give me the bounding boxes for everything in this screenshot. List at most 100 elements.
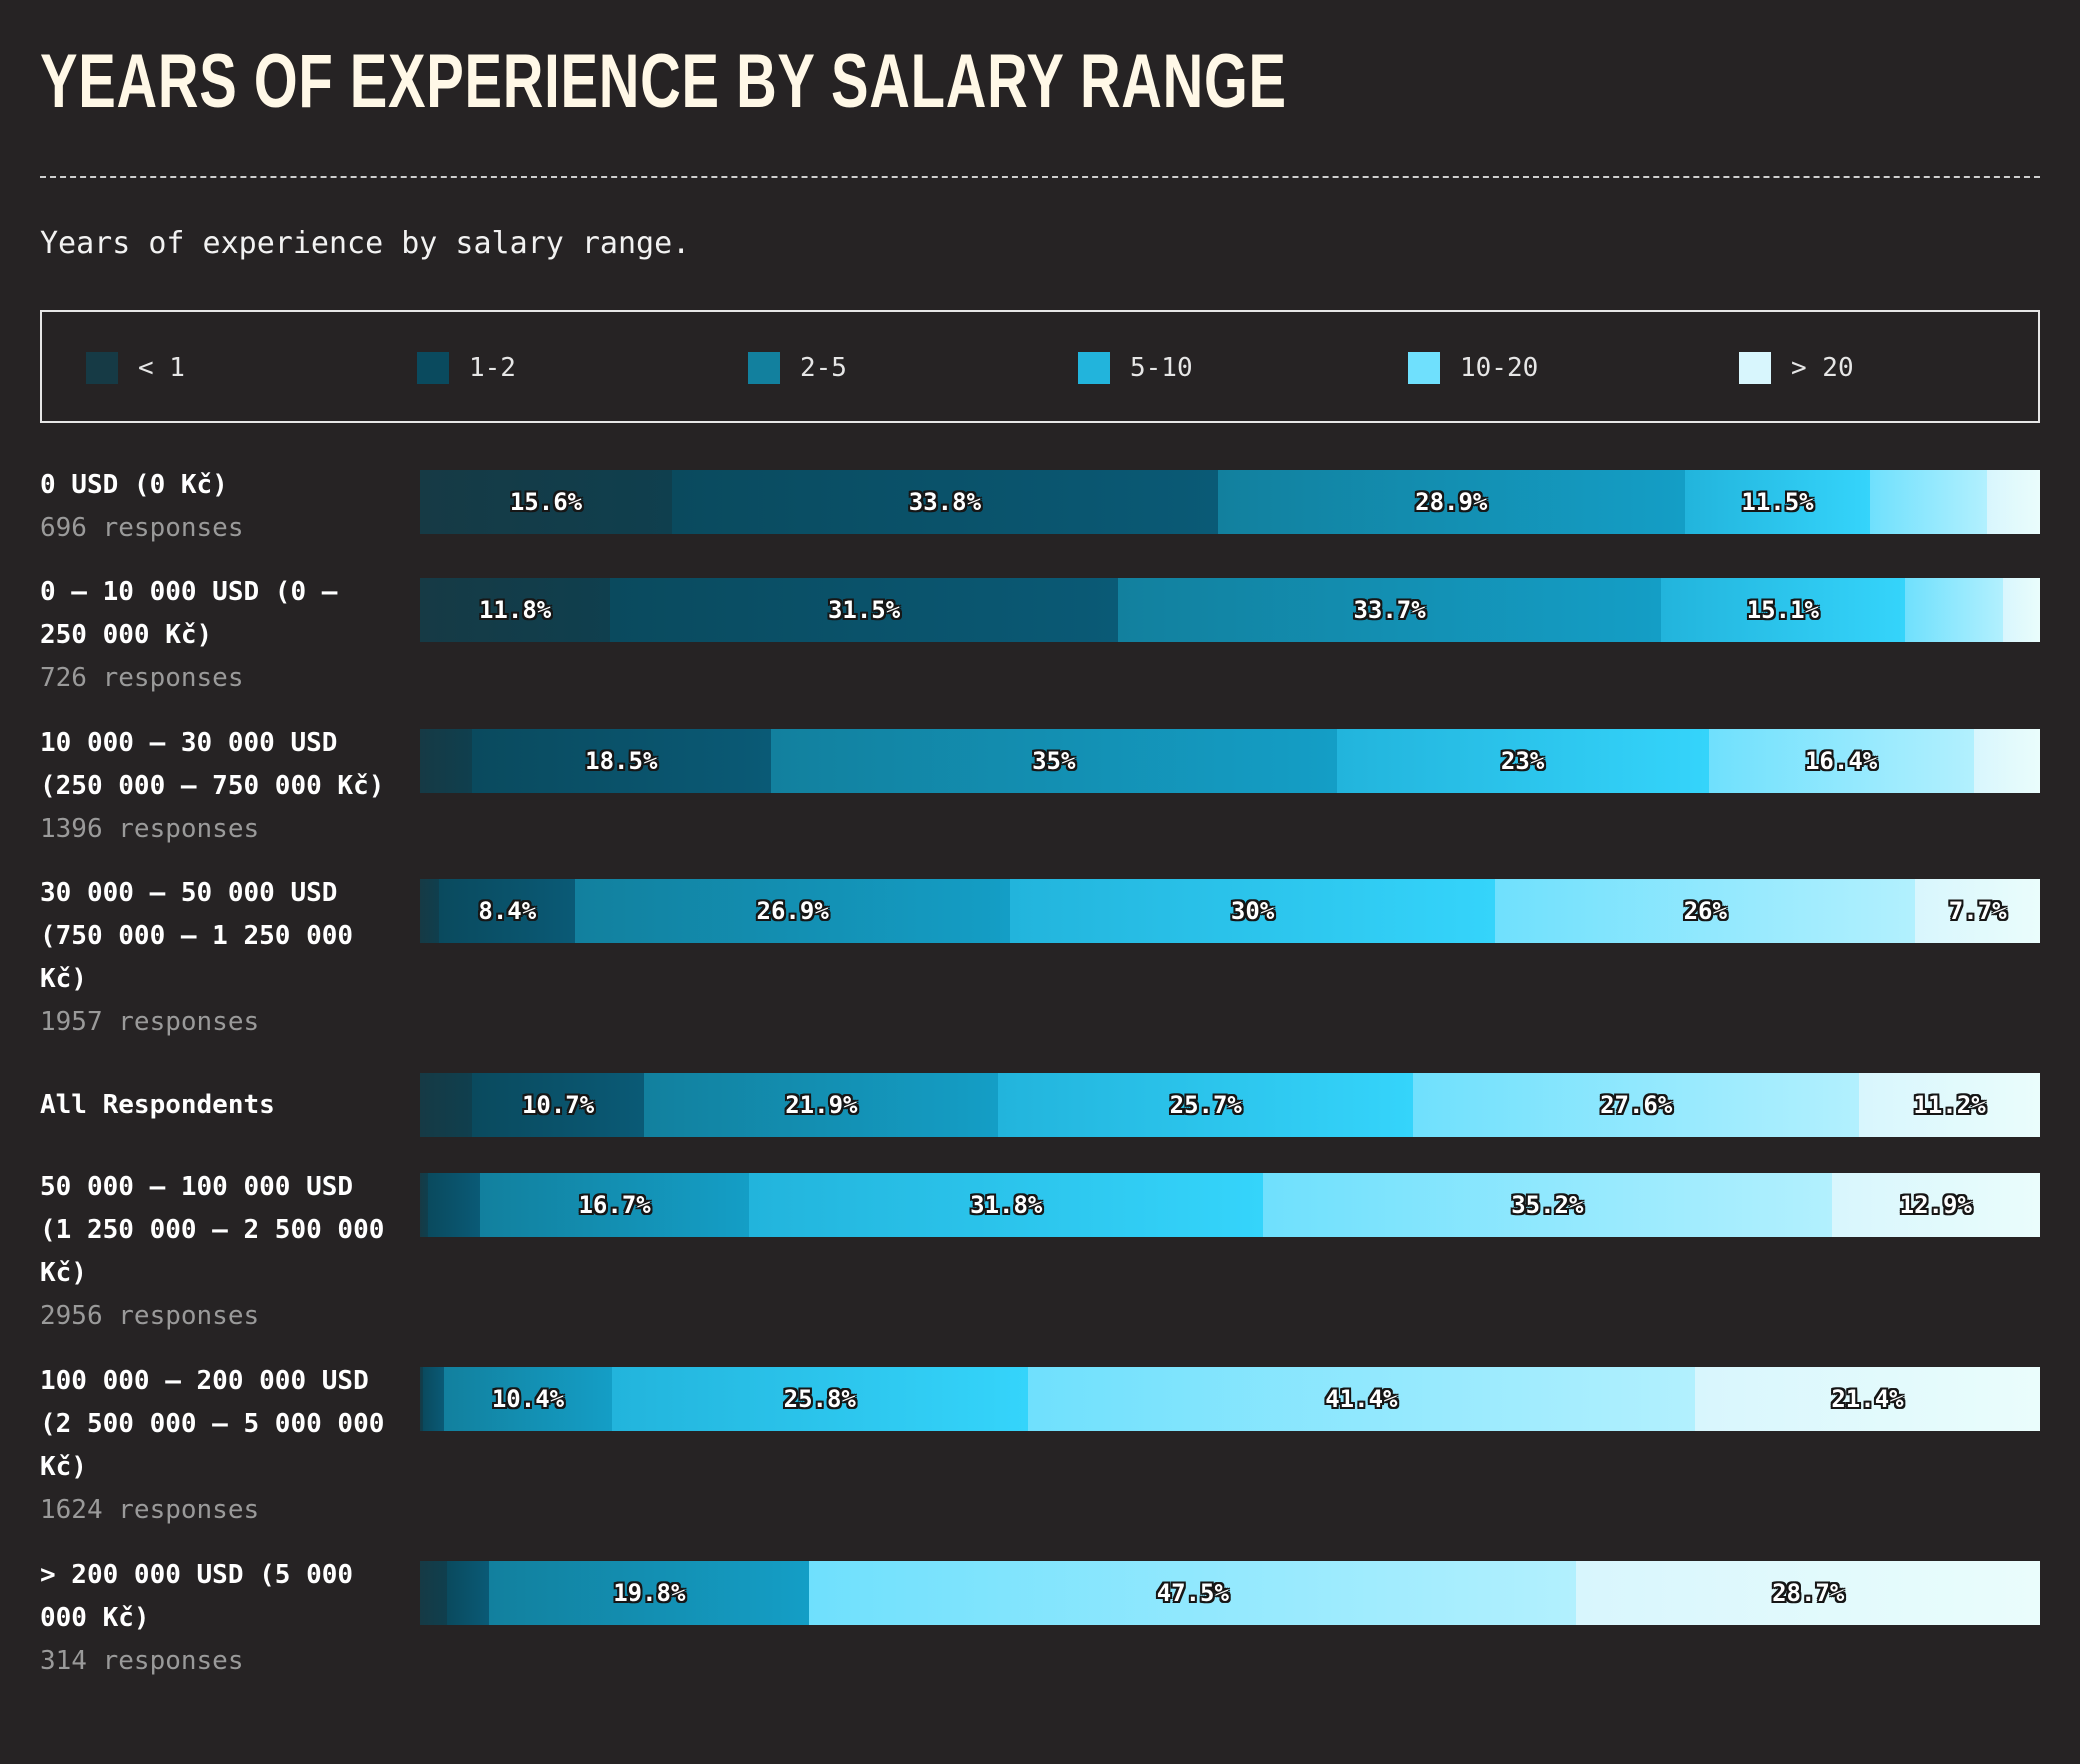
bar-segment-gt20[interactable]: 7.7%: [1915, 879, 2040, 943]
row-responses: 1624 responses: [40, 1495, 260, 1525]
bar-segment-lt1[interactable]: 15.6%: [420, 470, 672, 534]
legend-item-gt20[interactable]: > 20: [1739, 352, 1854, 384]
bar-segment-2-5[interactable]: 26.9%: [575, 879, 1011, 943]
bar-segment-1-2[interactable]: 8.4%: [439, 879, 576, 943]
data-label: 18.5%: [585, 747, 658, 775]
data-label: 10.7%: [521, 1091, 595, 1119]
bar-segment-5-10[interactable]: 23%: [1336, 729, 1709, 793]
data-label: 31.5%: [827, 596, 901, 624]
bar-segment-2-5[interactable]: 35%: [770, 729, 1337, 793]
data-label: 28.9%: [1415, 488, 1488, 516]
bar-segment-5-10[interactable]: 25.8%: [611, 1367, 1028, 1431]
bar-segment-2-5[interactable]: 28.9%: [1217, 470, 1685, 534]
bar-segment-10-20[interactable]: 47.5%: [809, 1561, 1577, 1625]
bar-segment-5-10[interactable]: 30%: [1010, 879, 1496, 943]
row-name: 30 000 – 50 000 USD (750 000 – 1 250 000…: [40, 878, 354, 994]
legend-item-2-5[interactable]: 2-5: [748, 352, 847, 384]
bar-segment-1-2[interactable]: [423, 1367, 445, 1431]
bar-segment-gt20[interactable]: 11.2%: [1859, 1073, 2040, 1137]
bar-segment-10-20[interactable]: 35.2%: [1263, 1173, 1832, 1237]
stacked-bar: 8.4% 26.9% 30% 26% 7.7%: [420, 879, 2040, 943]
bar-segment-lt1[interactable]: [420, 1561, 448, 1625]
data-label: 27.6%: [1600, 1091, 1673, 1119]
row-responses: 1396 responses: [40, 814, 260, 844]
legend-item-1-2[interactable]: 1-2: [417, 352, 516, 384]
data-label: 47.5%: [1156, 1579, 1229, 1607]
bar-segment-gt20[interactable]: [1986, 470, 2040, 534]
row-responses: 314 responses: [40, 1646, 244, 1676]
bar-segment-2-5[interactable]: 21.9%: [644, 1073, 999, 1137]
page-title: YEARS OF EXPERIENCE BY SALARY RANGE: [40, 39, 1287, 124]
legend-item-10-20[interactable]: 10-20: [1408, 352, 1538, 384]
legend-item-5-10[interactable]: 5-10: [1078, 352, 1193, 384]
legend-swatch: [748, 352, 780, 384]
row-name: 100 000 – 200 000 USD (2 500 000 – 5 000…: [40, 1366, 385, 1482]
row-name: > 200 000 USD (5 000 000 Kč): [40, 1560, 354, 1633]
bar-segment-gt20[interactable]: 12.9%: [1831, 1173, 2040, 1237]
data-label: 11.8%: [478, 596, 552, 624]
bar-segment-5-10[interactable]: 25.7%: [998, 1073, 1414, 1137]
legend-label: 5-10: [1130, 353, 1193, 383]
bar-segment-10-20[interactable]: 16.4%: [1708, 729, 1974, 793]
bar-segment-1-2[interactable]: [428, 1173, 480, 1237]
bar-segment-lt1[interactable]: [420, 1367, 424, 1431]
bar-segment-gt20[interactable]: [2002, 578, 2040, 642]
data-label: 16.7%: [578, 1191, 651, 1219]
bar-segment-2-5[interactable]: 16.7%: [479, 1173, 750, 1237]
legend-swatch: [1408, 352, 1440, 384]
bar-segment-gt20[interactable]: 21.4%: [1695, 1367, 2040, 1431]
bar-segment-2-5[interactable]: 19.8%: [489, 1561, 810, 1625]
row-label: All Respondents: [40, 1084, 390, 1127]
bar-segment-10-20[interactable]: [1904, 578, 2003, 642]
data-label: 41.4%: [1325, 1385, 1398, 1413]
data-label: 15.6%: [509, 488, 583, 516]
stacked-bar: 19.8% 47.5% 28.7%: [420, 1561, 2040, 1625]
bar-segment-1-2[interactable]: 31.5%: [610, 578, 1118, 642]
data-label: 25.7%: [1169, 1091, 1242, 1119]
bar-segment-2-5[interactable]: 10.4%: [444, 1367, 612, 1431]
legend: < 1 1-2 2-5 5-10 10-20 > 20: [40, 310, 2040, 423]
bar-segment-lt1[interactable]: 11.8%: [420, 578, 611, 642]
bar-segment-1-2[interactable]: 10.7%: [471, 1073, 645, 1137]
bar-segment-lt1[interactable]: [420, 1173, 429, 1237]
bar-segment-5-10[interactable]: 11.5%: [1684, 470, 1871, 534]
row-name: 0 – 10 000 USD (0 – 250 000 Kč): [40, 577, 338, 650]
data-label: 19.8%: [613, 1579, 686, 1607]
bar-segment-10-20[interactable]: 26%: [1495, 879, 1916, 943]
bar-segment-10-20[interactable]: 27.6%: [1413, 1073, 1860, 1137]
stacked-bar: 15.6% 33.8% 28.9% 11.5%: [420, 470, 2040, 534]
bar-segment-lt1[interactable]: [420, 1073, 472, 1137]
bar-segment-10-20[interactable]: 41.4%: [1027, 1367, 1696, 1431]
bar-segment-lt1[interactable]: [420, 879, 440, 943]
row-label: 0 – 10 000 USD (0 – 250 000 Kč) 726 resp…: [40, 571, 390, 700]
legend-swatch: [417, 352, 449, 384]
bar-segment-2-5[interactable]: 33.7%: [1117, 578, 1662, 642]
data-label: 10.4%: [491, 1385, 565, 1413]
bar-segment-5-10[interactable]: 31.8%: [749, 1173, 1264, 1237]
legend-swatch: [1739, 352, 1771, 384]
title-divider: [40, 176, 2040, 178]
row-responses: 726 responses: [40, 663, 244, 693]
bar-segment-5-10[interactable]: 15.1%: [1661, 578, 1905, 642]
bar-segment-lt1[interactable]: [420, 729, 472, 793]
data-label: 31.8%: [970, 1191, 1043, 1219]
row-label: 50 000 – 100 000 USD (1 250 000 – 2 500 …: [40, 1166, 390, 1338]
bar-segment-10-20[interactable]: [1870, 470, 1987, 534]
data-label: 15.1%: [1746, 596, 1819, 624]
bar-segment-1-2[interactable]: 33.8%: [671, 470, 1218, 534]
bar-segment-gt20[interactable]: [1973, 729, 2040, 793]
data-label: 26.9%: [756, 897, 829, 925]
data-label: 33.7%: [1353, 596, 1426, 624]
row-label: 10 000 – 30 000 USD (250 000 – 750 000 K…: [40, 722, 390, 851]
bar-segment-1-2[interactable]: 18.5%: [471, 729, 771, 793]
row-name: 10 000 – 30 000 USD (250 000 – 750 000 K…: [40, 728, 385, 801]
bar-segment-gt20[interactable]: 28.7%: [1576, 1561, 2040, 1625]
data-label: 7.7%: [1948, 897, 2007, 925]
bar-segment-1-2[interactable]: [447, 1561, 490, 1625]
row-label: 0 USD (0 Kč) 696 responses: [40, 464, 390, 550]
legend-swatch: [1078, 352, 1110, 384]
data-label: 35%: [1032, 747, 1076, 775]
data-label: 21.9%: [785, 1091, 858, 1119]
legend-item-lt1[interactable]: < 1: [86, 352, 185, 384]
data-label: 26%: [1683, 897, 1727, 925]
